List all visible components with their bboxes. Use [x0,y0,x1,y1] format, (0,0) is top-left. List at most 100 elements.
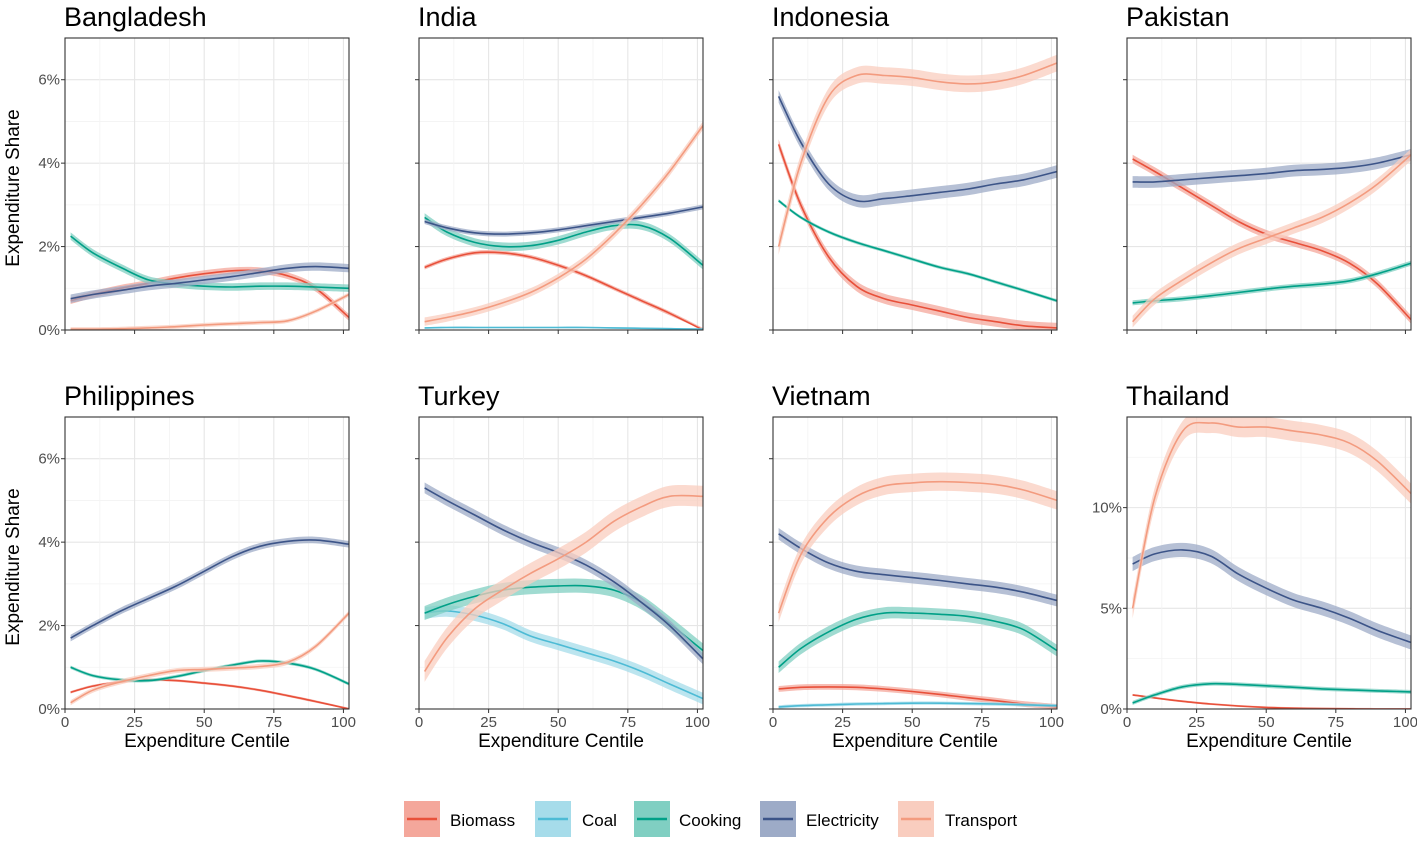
grid-vietnam [772,416,1057,710]
x-axis-label: Expenditure Centile [124,731,290,752]
y-tick-label: 4% [38,534,60,551]
series-group-pakistan [1132,149,1411,328]
series-group-indonesia [777,54,1057,330]
panel-pakistan: Pakistan [1123,2,1412,334]
band-pakistan-electricity [1132,149,1411,188]
panel-frame-turkey [418,416,704,710]
panel-turkey: Turkey 0 25 50 75 100 Expenditure Centile [415,381,710,752]
legend-item-coal: Coal [535,801,617,837]
line-india-transport [424,125,703,323]
line-pakistan-transport [1132,154,1411,323]
line-vietnam-cooking [778,611,1057,668]
legend-item-cooking: Cooking [634,801,741,837]
band-indonesia-cooking [778,199,1057,303]
legend-item-transport: Transport [898,801,1017,837]
band-thailand-biomass [1132,693,1411,709]
legend-item-electricity: Electricity [760,801,879,837]
legend-label-transport: Transport [945,811,1017,830]
x-axis-label: Expenditure Centile [478,731,644,752]
x-tick-label: 25 [1188,714,1205,731]
panel-title-india: India [418,2,478,32]
line-vietnam-coal [778,702,1057,708]
line-pakistan-cooking [1132,262,1411,304]
line-indonesia-electricity [777,96,1057,203]
panel-title-vietnam: Vietnam [772,381,871,411]
panel-philippines: Philippines 0% 2% 4% 6% 0 25 50 75 100 Expenditure… [3,381,356,752]
y-axis-label: Expenditure Share [3,109,24,266]
line-philippines-electricity [70,539,349,639]
panel-bangladesh: Bangladesh 0% 2% 4% 6% Expenditure Share [3,2,350,339]
line-vietnam-transport [777,480,1057,614]
band-pakistan-transport [1132,149,1411,328]
legend-label-cooking: Cooking [679,811,741,830]
line-thailand-transport [1131,421,1411,609]
legend-item-biomass: Biomass [404,801,515,837]
line-india-cooking [424,216,703,266]
line-indonesia-transport [777,62,1057,247]
band-bangladesh-transport [70,292,349,330]
y-tick-label: 4% [38,155,60,172]
panel-frame-bangladesh [64,37,350,331]
panel-frame-pakistan [1126,37,1412,331]
panel-india: India [415,2,704,334]
panel-title-philippines: Philippines [64,381,195,411]
panel-frame-philippines [64,416,350,710]
line-thailand-electricity [1132,549,1411,644]
y-tick-label: 6% [38,451,60,468]
panel-title-indonesia: Indonesia [772,2,890,32]
x-tick-label: 25 [834,714,851,731]
band-indonesia-transport [778,54,1057,255]
band-philippines-transport [70,610,349,706]
x-tick-label: 100 [1039,714,1064,731]
legend: Biomass Coal Cooking Electricity Transport [404,801,1017,837]
line-bangladesh-transport [70,293,349,330]
line-vietnam-electricity [778,533,1057,602]
panel-title-thailand: Thailand [1126,381,1230,411]
x-tick-label: 0 [1123,714,1131,731]
line-indonesia-biomass [777,144,1057,329]
x-axis-label: Expenditure Centile [1186,731,1352,752]
y-tick-label: 6% [38,72,60,89]
x-tick-label: 100 [331,714,356,731]
panel-thailand: Thailand 0% 5% 10% 0 25 50 75 100 Expenditure Cen… [1092,381,1417,752]
x-axis-label: Expenditure Centile [832,731,998,752]
x-tick-label: 50 [196,714,213,731]
band-turkey-electricity [424,482,703,665]
x-tick-label: 100 [1393,714,1417,731]
band-bangladesh-electricity [70,262,349,303]
y-tick-label: 2% [38,618,60,635]
line-india-electricity [424,206,703,235]
band-turkey-transport [424,485,703,682]
band-india-transport [424,121,703,326]
panel-frame-vietnam [772,416,1058,710]
series-group-vietnam [777,472,1057,709]
panel-indonesia: Indonesia [769,2,1058,334]
line-vietnam-biomass [778,686,1057,708]
y-tick-label: 2% [38,239,60,256]
line-india-biomass [424,251,703,330]
panel-title-bangladesh: Bangladesh [64,2,207,32]
band-philippines-biomass [70,678,349,709]
series-group-bangladesh [70,232,349,330]
line-bangladesh-cooking [70,235,349,290]
y-tick-label: 5% [1100,600,1122,617]
x-tick-label: 0 [415,714,423,731]
panel-vietnam: Vietnam 0 25 50 75 100 Expenditure Centile [769,381,1064,752]
line-indonesia-cooking [778,200,1057,302]
line-philippines-transport [70,612,349,704]
band-india-biomass [424,250,703,330]
band-vietnam-cooking [778,606,1057,674]
panel-frame-thailand [1126,416,1412,710]
panel-frame-india [418,37,704,331]
band-pakistan-cooking [1132,260,1411,306]
line-bangladesh-electricity [70,265,349,300]
legend-label-coal: Coal [582,811,617,830]
x-tick-label: 75 [619,714,636,731]
x-tick-label: 0 [769,714,777,731]
x-tick-label: 75 [973,714,990,731]
x-tick-label: 50 [904,714,921,731]
line-india-coal [424,326,703,330]
series-group-turkey [423,482,703,705]
x-tick-label: 75 [265,714,282,731]
